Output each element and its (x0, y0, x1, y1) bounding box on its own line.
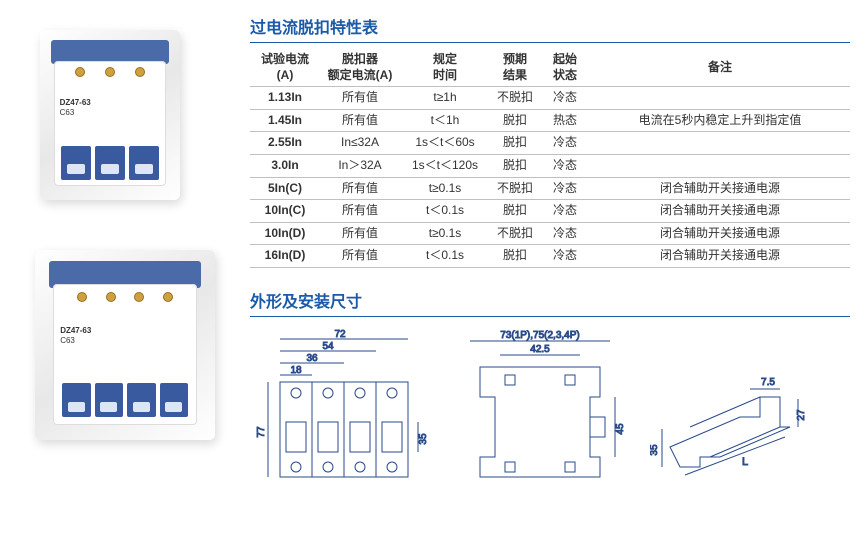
svg-text:77: 77 (256, 426, 267, 438)
table-cell: t≥1h (400, 87, 490, 110)
table-cell: 冷态 (540, 200, 590, 223)
table-row: 3.0InIn＞32A1s＜t＜120s脱扣冷态 (250, 154, 850, 177)
table-cell: 冷态 (540, 222, 590, 245)
table-cell: 所有值 (320, 245, 400, 268)
table-row: 16In(D)所有值t＜0.1s脱扣冷态闭合辅助开关接通电源 (250, 245, 850, 268)
table-row: 10In(D)所有值t≥0.1s不脱扣冷态闭合辅助开关接通电源 (250, 222, 850, 245)
table-cell (590, 132, 850, 155)
breaker-photo-3pole: DZ47-63 C63 (40, 30, 180, 200)
table-cell: 闭合辅助开关接通电源 (590, 222, 850, 245)
dims-section-title: 外形及安装尺寸 (250, 288, 850, 317)
table-cell: 10In(D) (250, 222, 320, 245)
table-cell: 不脱扣 (490, 177, 540, 200)
table-cell: t≥0.1s (400, 177, 490, 200)
table-cell: 10In(C) (250, 200, 320, 223)
col-header-rated: 脱扣器额定电流(A) (320, 49, 400, 87)
table-cell: 3.0In (250, 154, 320, 177)
col-header-result: 预期结果 (490, 49, 540, 87)
table-cell: 闭合辅助开关接通电源 (590, 245, 850, 268)
table-cell: t≥0.1s (400, 222, 490, 245)
table-cell: 冷态 (540, 132, 590, 155)
table-cell: 脱扣 (490, 109, 540, 132)
table-cell: 脱扣 (490, 154, 540, 177)
col-header-time: 规定时间 (400, 49, 490, 87)
svg-text:42.5: 42.5 (530, 344, 550, 355)
table-body: 1.13In所有值t≥1h不脱扣冷态1.45In所有值t＜1h脱扣热态电流在5秒… (250, 87, 850, 268)
table-row: 2.55InIn≤32A1s＜t＜60s脱扣冷态 (250, 132, 850, 155)
table-cell: 电流在5秒内稳定上升到指定值 (590, 109, 850, 132)
table-cell: 冷态 (540, 87, 590, 110)
trip-characteristics-table: 试验电流(A) 脱扣器额定电流(A) 规定时间 预期结果 起始状态 备注 1.1… (250, 49, 850, 268)
svg-text:54: 54 (322, 341, 334, 352)
col-header-current: 试验电流(A) (250, 49, 320, 87)
table-cell: 冷态 (540, 177, 590, 200)
table-cell: 所有值 (320, 200, 400, 223)
table-cell: 闭合辅助开关接通电源 (590, 177, 850, 200)
table-cell (590, 154, 850, 177)
table-cell: 热态 (540, 109, 590, 132)
breaker-model: DZ47-63 (60, 98, 91, 107)
svg-text:L: L (742, 456, 748, 468)
table-cell: 所有值 (320, 177, 400, 200)
table-row: 5In(C)所有值t≥0.1s不脱扣冷态闭合辅助开关接通电源 (250, 177, 850, 200)
svg-text:18: 18 (290, 365, 302, 376)
col-header-remark: 备注 (590, 49, 850, 87)
svg-text:72: 72 (334, 329, 346, 340)
svg-text:27: 27 (796, 409, 807, 421)
svg-text:45: 45 (615, 423, 626, 435)
table-cell: 不脱扣 (490, 222, 540, 245)
dimension-drawings-row: 72 54 36 18 (250, 327, 850, 487)
dimensions-section: 外形及安装尺寸 72 54 36 18 (250, 288, 850, 487)
table-cell: In≤32A (320, 132, 400, 155)
table-header: 试验电流(A) 脱扣器额定电流(A) 规定时间 预期结果 起始状态 备注 (250, 49, 850, 87)
breaker-rating: C63 (60, 336, 75, 345)
svg-text:73(1P),75(2,3,4P): 73(1P),75(2,3,4P) (500, 330, 580, 341)
table-cell: 所有值 (320, 222, 400, 245)
breaker-photo-4pole: DZ47-63 C63 (35, 250, 215, 440)
table-row: 1.13In所有值t≥1h不脱扣冷态 (250, 87, 850, 110)
table-cell: t＜0.1s (400, 200, 490, 223)
table-cell: 冷态 (540, 245, 590, 268)
svg-text:35: 35 (650, 444, 660, 456)
table-row: 1.45In所有值t＜1h脱扣热态电流在5秒内稳定上升到指定值 (250, 109, 850, 132)
table-cell: 所有值 (320, 109, 400, 132)
table-cell: 1.45In (250, 109, 320, 132)
table-cell: 所有值 (320, 87, 400, 110)
table-cell: 脱扣 (490, 200, 540, 223)
table-cell: 脱扣 (490, 245, 540, 268)
table-row: 10In(C)所有值t＜0.1s脱扣冷态闭合辅助开关接通电源 (250, 200, 850, 223)
table-cell: 脱扣 (490, 132, 540, 155)
dimension-side-view: 73(1P),75(2,3,4P) 42.5 45 (450, 327, 630, 487)
table-cell: t＜0.1s (400, 245, 490, 268)
col-header-state: 起始状态 (540, 49, 590, 87)
table-cell: 2.55In (250, 132, 320, 155)
table-cell: 1s＜t＜60s (400, 132, 490, 155)
dimension-front-view: 72 54 36 18 (250, 327, 430, 487)
table-cell: 1.13In (250, 87, 320, 110)
content-column: 过电流脱扣特性表 试验电流(A) 脱扣器额定电流(A) 规定时间 预期结果 起始… (250, 14, 850, 487)
svg-text:36: 36 (306, 353, 318, 364)
dimension-rail-view: 7.5 35 27 L (650, 367, 810, 487)
table-cell: 冷态 (540, 154, 590, 177)
table-cell: 不脱扣 (490, 87, 540, 110)
breaker-model: DZ47-63 (60, 326, 91, 335)
table-cell: 5In(C) (250, 177, 320, 200)
svg-text:7.5: 7.5 (761, 377, 775, 388)
table-cell: 16In(D) (250, 245, 320, 268)
table-cell (590, 87, 850, 110)
table-section-title: 过电流脱扣特性表 (250, 14, 850, 43)
svg-text:35: 35 (418, 433, 429, 445)
product-photo-column: DZ47-63 C63 DZ47-63 C63 (20, 30, 230, 490)
table-cell: In＞32A (320, 154, 400, 177)
table-cell: 1s＜t＜120s (400, 154, 490, 177)
table-cell: t＜1h (400, 109, 490, 132)
breaker-rating: C63 (60, 108, 75, 117)
table-cell: 闭合辅助开关接通电源 (590, 200, 850, 223)
